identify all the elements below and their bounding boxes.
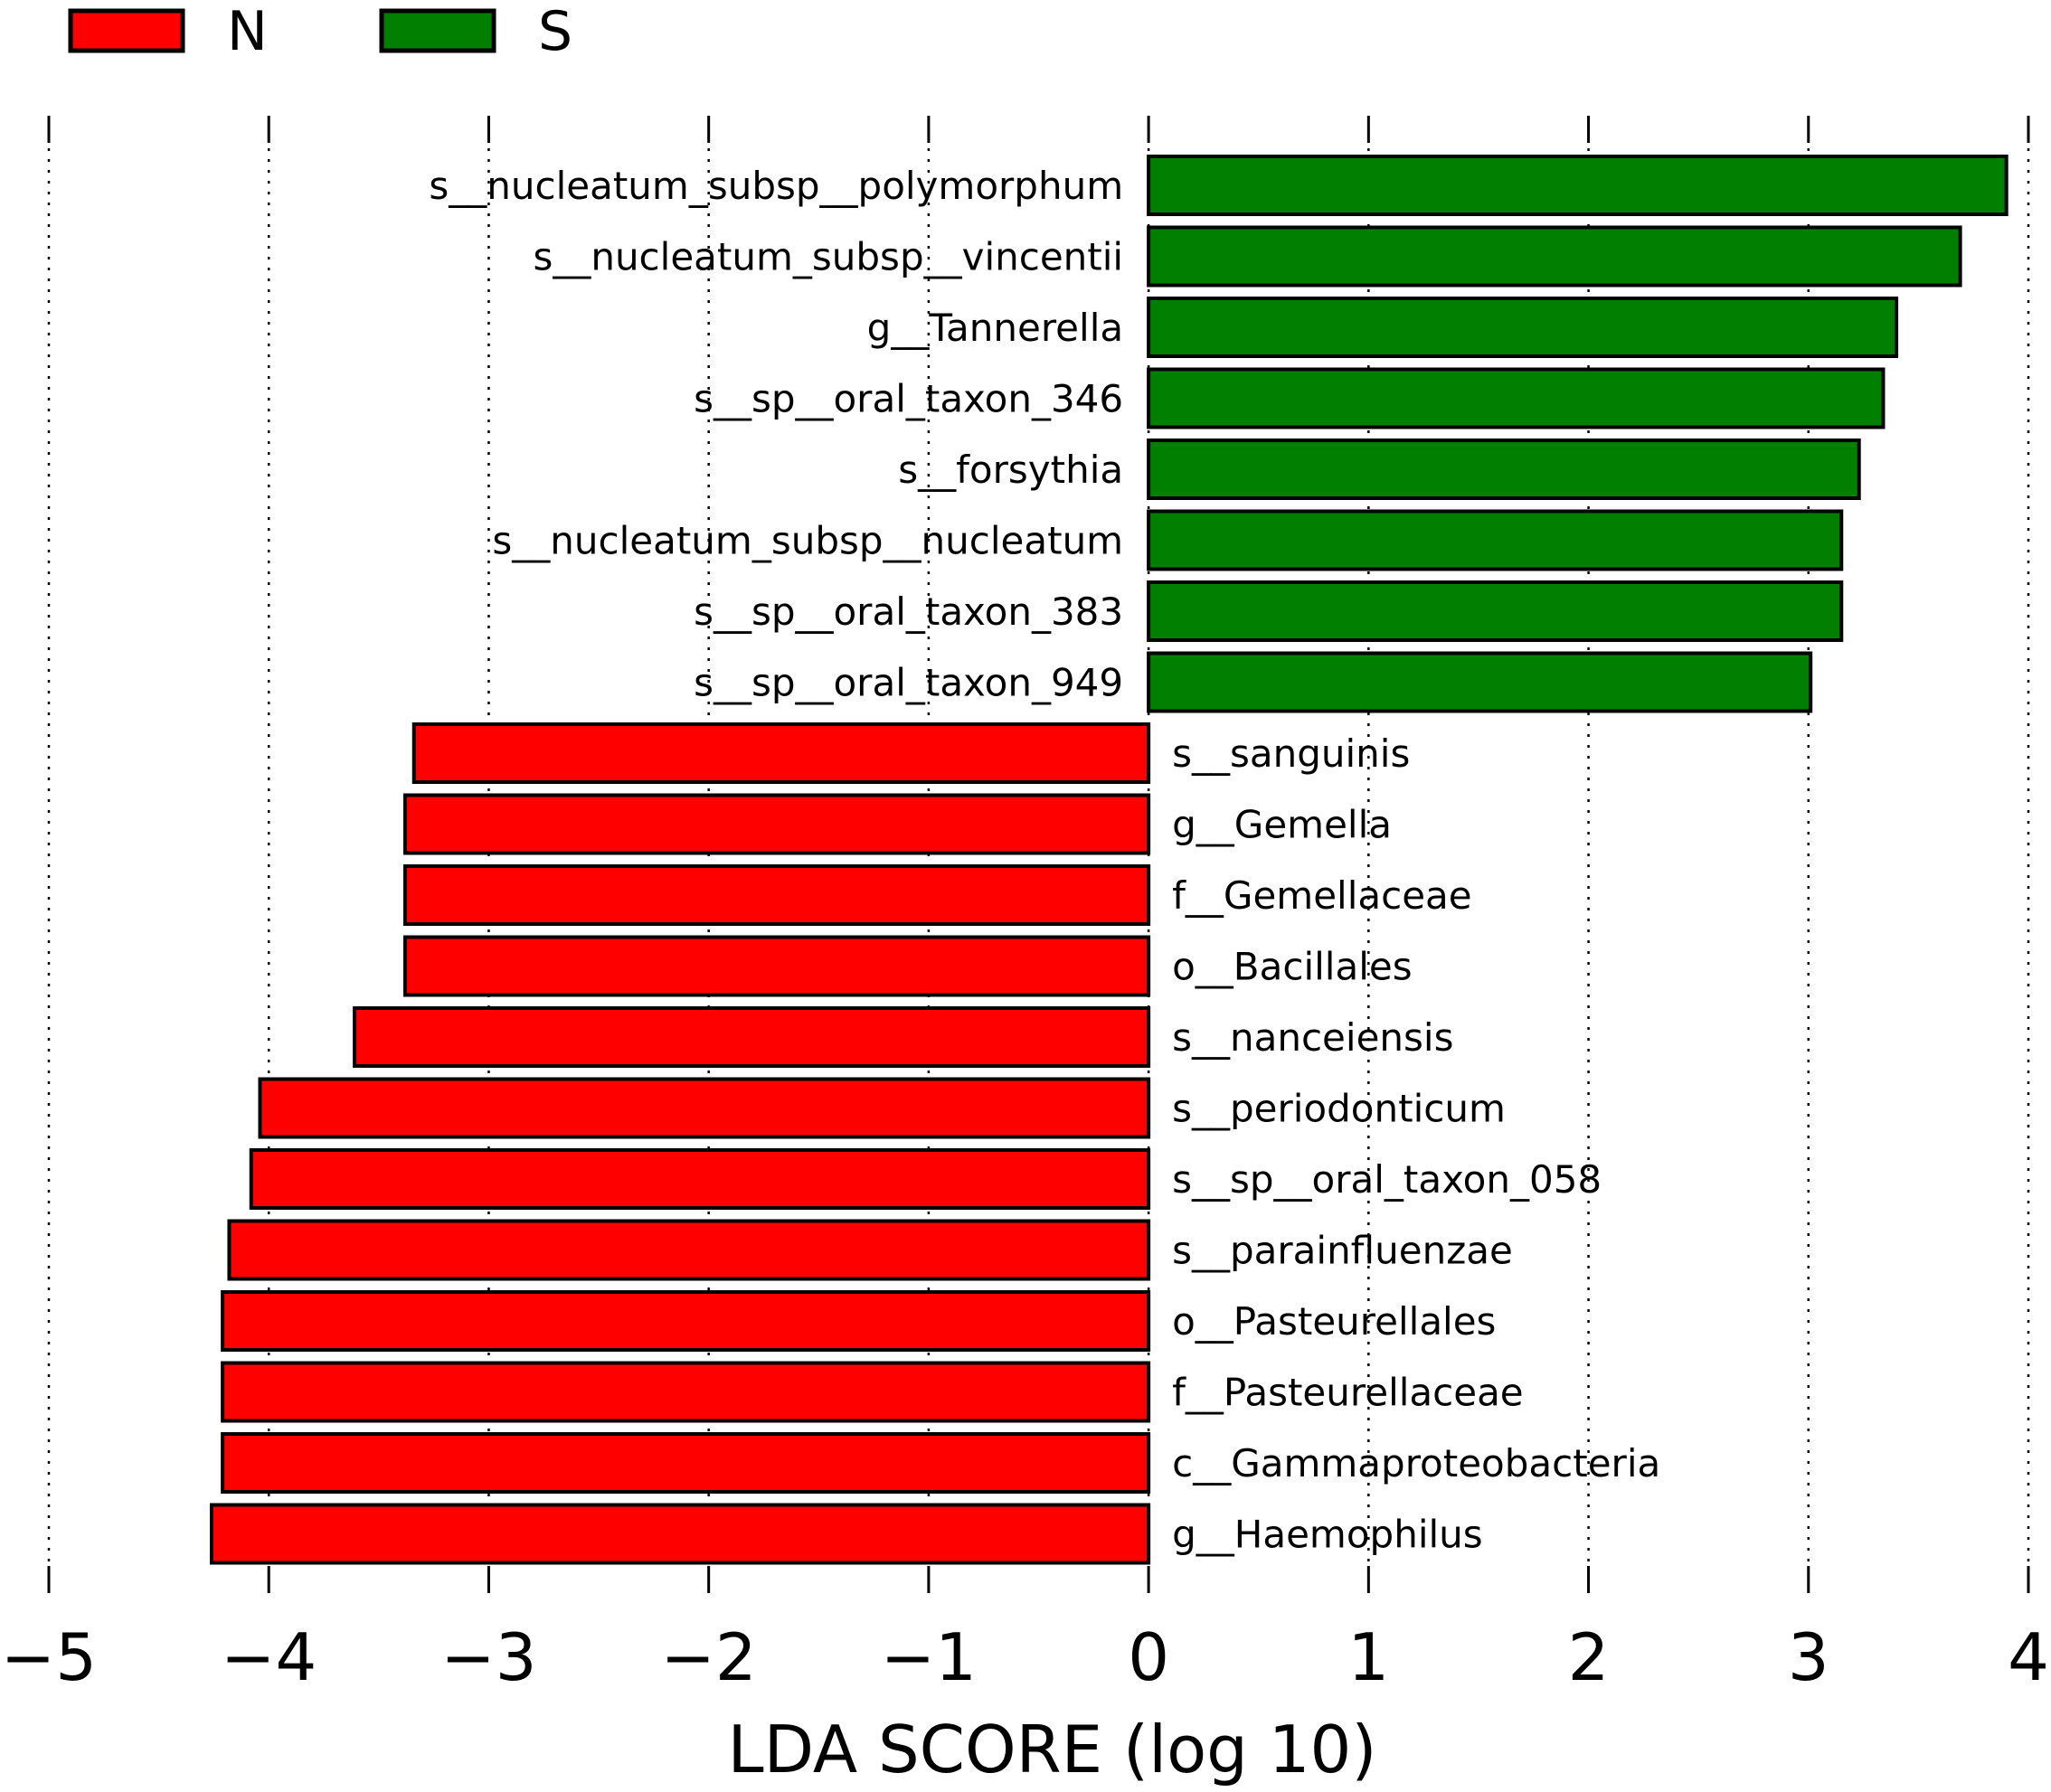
bar-n xyxy=(221,1361,1151,1423)
x-tick-label: −4 xyxy=(221,1619,317,1695)
bar-n xyxy=(403,935,1151,997)
bar-n xyxy=(221,1290,1151,1352)
bar-label: s__sp__oral_taxon_058 xyxy=(1172,1157,1602,1202)
bar-label: g__Gemella xyxy=(1172,803,1392,847)
x-tick-label: 0 xyxy=(1128,1619,1169,1695)
legend-label-s: S xyxy=(538,0,572,63)
bar-s xyxy=(1147,367,1886,429)
bar-n xyxy=(249,1148,1151,1210)
bar-label: s__forsythia xyxy=(898,448,1123,492)
bar-n xyxy=(227,1219,1151,1281)
x-tick-label: −1 xyxy=(881,1619,977,1695)
bar-label: s__sp__oral_taxon_383 xyxy=(694,589,1123,634)
bar-label: g__Tannerella xyxy=(867,306,1123,350)
bar-label: o__Bacillales xyxy=(1172,945,1412,989)
bar-n xyxy=(353,1006,1151,1068)
x-tick-label: −3 xyxy=(440,1619,536,1695)
legend-swatch-s xyxy=(379,8,496,53)
bar-label: g__Haemophilus xyxy=(1172,1513,1483,1557)
bar-s xyxy=(1147,297,1899,358)
x-tick-label: −2 xyxy=(661,1619,757,1695)
x-tick-label: 3 xyxy=(1788,1619,1829,1695)
bar-n xyxy=(403,864,1151,926)
bar-label: f__Pasteurellaceae xyxy=(1172,1371,1524,1415)
bar-s xyxy=(1147,509,1844,571)
bar-label: s__nanceiensis xyxy=(1172,1015,1453,1060)
bar-label: s__parainfluenzae xyxy=(1172,1229,1513,1273)
bar-label: s__sp__oral_taxon_346 xyxy=(694,377,1123,421)
bar-label: f__Gemellaceae xyxy=(1172,873,1472,918)
bar-n xyxy=(403,793,1151,855)
x-tick-label: 4 xyxy=(2008,1619,2049,1695)
legend-swatch-n xyxy=(68,8,185,53)
bar-n xyxy=(221,1432,1151,1494)
bar-label: s__nucleatum_subsp__polymorphum xyxy=(429,164,1123,208)
bar-label: s__nucleatum_subsp__vincentii xyxy=(533,235,1123,279)
bar-n xyxy=(258,1077,1151,1139)
bar-s xyxy=(1147,580,1844,642)
bar-label: o__Pasteurellales xyxy=(1172,1299,1496,1344)
bar-label: s__nucleatum_subsp__nucleatum xyxy=(492,519,1123,563)
bar-n xyxy=(411,722,1151,784)
bar-s xyxy=(1147,439,1861,500)
bar-s xyxy=(1147,155,2008,216)
bar-n xyxy=(209,1503,1151,1565)
x-axis-title: LDA SCORE (log 10) xyxy=(728,1712,1377,1787)
x-tick-label: 2 xyxy=(1568,1619,1610,1695)
bar-label: s__sp__oral_taxon_949 xyxy=(694,661,1123,705)
bar-label: s__periodonticum xyxy=(1172,1087,1506,1131)
x-tick-label: 1 xyxy=(1347,1619,1389,1695)
bar-s xyxy=(1147,225,1962,288)
bar-label: c__Gammaproteobacteria xyxy=(1172,1441,1660,1485)
legend-label-n: N xyxy=(227,0,268,63)
bar-s xyxy=(1147,651,1813,713)
x-tick-label: −5 xyxy=(1,1619,97,1695)
bar-label: s__sanguinis xyxy=(1172,731,1410,776)
